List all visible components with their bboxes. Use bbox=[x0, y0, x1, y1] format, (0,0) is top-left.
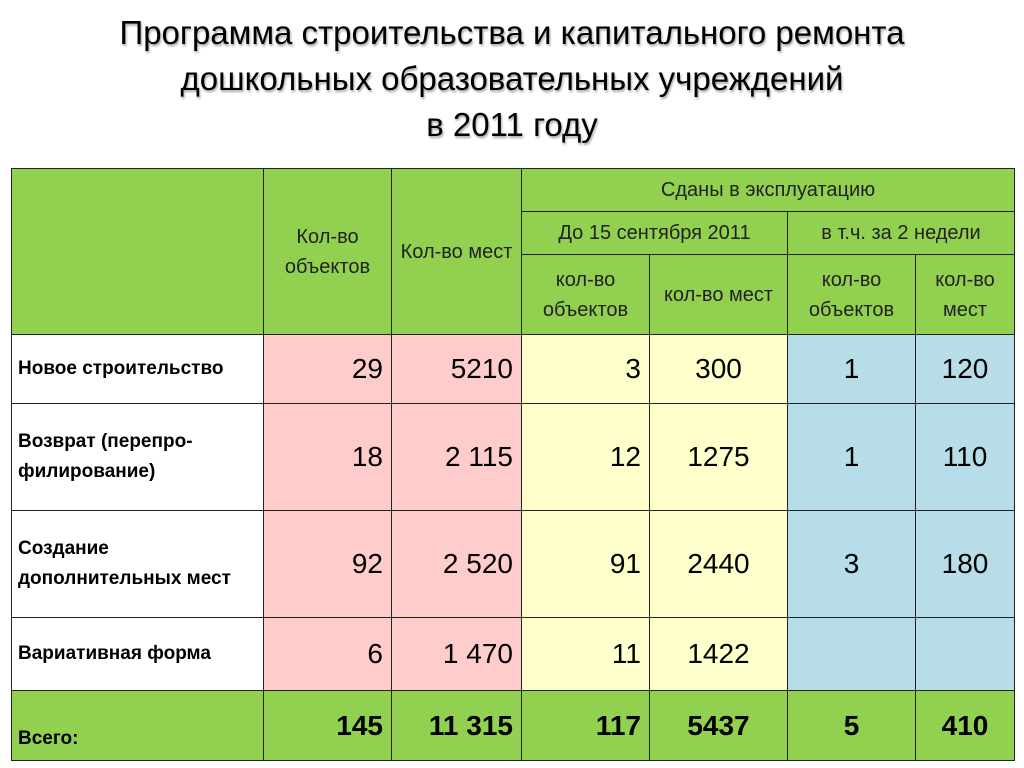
construction-program-table: Кол-во объектов Кол-во мест Сданы в эксп… bbox=[11, 168, 1016, 761]
row-label: Возврат (перепро-филирование) bbox=[11, 403, 264, 511]
header-objects-count: Кол-во объектов bbox=[263, 168, 392, 335]
cell-sept-objects: 91 bbox=[521, 510, 650, 618]
cell-objects: 18 bbox=[263, 403, 392, 511]
cell-places: 2 520 bbox=[391, 510, 522, 618]
header-last-two-weeks: в т.ч. за 2 недели bbox=[786, 211, 1016, 255]
table-row: Вариативная форма 6 1 470 11 1422 bbox=[11, 617, 1016, 691]
cell-sept-places: 1275 bbox=[649, 403, 788, 511]
cell-objects: 6 bbox=[263, 617, 392, 691]
cell-places: 5210 bbox=[391, 334, 522, 404]
table-row: Новое строительство 29 5210 3 300 1 120 bbox=[11, 334, 1016, 404]
title-line-1: Программа строительства и капитального р… bbox=[119, 14, 905, 51]
cell-objects: 29 bbox=[263, 334, 392, 404]
row-label: Новое строительство bbox=[11, 334, 264, 404]
total-objects: 145 bbox=[263, 690, 392, 761]
cell-sept-places: 300 bbox=[649, 334, 788, 404]
total-label: Всего: bbox=[11, 690, 264, 761]
row-label: Создание дополнительных мест bbox=[11, 510, 264, 618]
table-row: Создание дополнительных мест 92 2 520 91… bbox=[11, 510, 1016, 618]
cell-sept-objects: 12 bbox=[521, 403, 650, 511]
header-empty-cell bbox=[11, 168, 264, 335]
page-title: Программа строительства и капитального р… bbox=[0, 10, 1024, 148]
cell-weeks-objects: 1 bbox=[787, 334, 916, 404]
cell-weeks-places: 180 bbox=[914, 510, 1016, 618]
title-line-2: дошкольных образовательных учреждений bbox=[180, 60, 844, 97]
row-label: Вариативная форма bbox=[11, 617, 264, 691]
cell-weeks-places bbox=[914, 617, 1016, 691]
total-sept-places: 5437 bbox=[649, 690, 788, 761]
cell-sept-objects: 3 bbox=[521, 334, 650, 404]
header-places-count: Кол-во мест bbox=[391, 168, 522, 335]
title-line-3: в 2011 году bbox=[426, 106, 598, 143]
subheader-sept-places: кол-во мест bbox=[649, 254, 788, 335]
cell-weeks-objects: 3 bbox=[787, 510, 916, 618]
subheader-sept-objects: кол-во объектов bbox=[521, 254, 650, 335]
header-commissioned: Сданы в эксплуатацию bbox=[520, 168, 1016, 212]
cell-weeks-places: 120 bbox=[914, 334, 1016, 404]
cell-weeks-objects: 1 bbox=[787, 403, 916, 511]
cell-places: 1 470 bbox=[391, 617, 522, 691]
subheader-weeks-places: кол-во мест bbox=[914, 254, 1016, 335]
cell-weeks-objects bbox=[787, 617, 916, 691]
total-weeks-objects: 5 bbox=[787, 690, 916, 761]
cell-sept-objects: 11 bbox=[521, 617, 650, 691]
cell-sept-places: 2440 bbox=[649, 510, 788, 618]
header-until-sept: До 15 сентября 2011 bbox=[521, 211, 788, 255]
cell-sept-places: 1422 bbox=[649, 617, 788, 691]
table-row: Возврат (перепро-филирование) 18 2 115 1… bbox=[11, 403, 1016, 511]
cell-weeks-places: 110 bbox=[914, 403, 1016, 511]
subheader-weeks-objects: кол-во объектов bbox=[787, 254, 916, 335]
table-total-row: Всего: 145 11 315 117 5437 5 410 bbox=[11, 690, 1016, 761]
cell-objects: 92 bbox=[263, 510, 392, 618]
total-places: 11 315 bbox=[391, 690, 522, 761]
cell-places: 2 115 bbox=[391, 403, 522, 511]
total-sept-objects: 117 bbox=[521, 690, 650, 761]
total-weeks-places: 410 bbox=[914, 690, 1016, 761]
